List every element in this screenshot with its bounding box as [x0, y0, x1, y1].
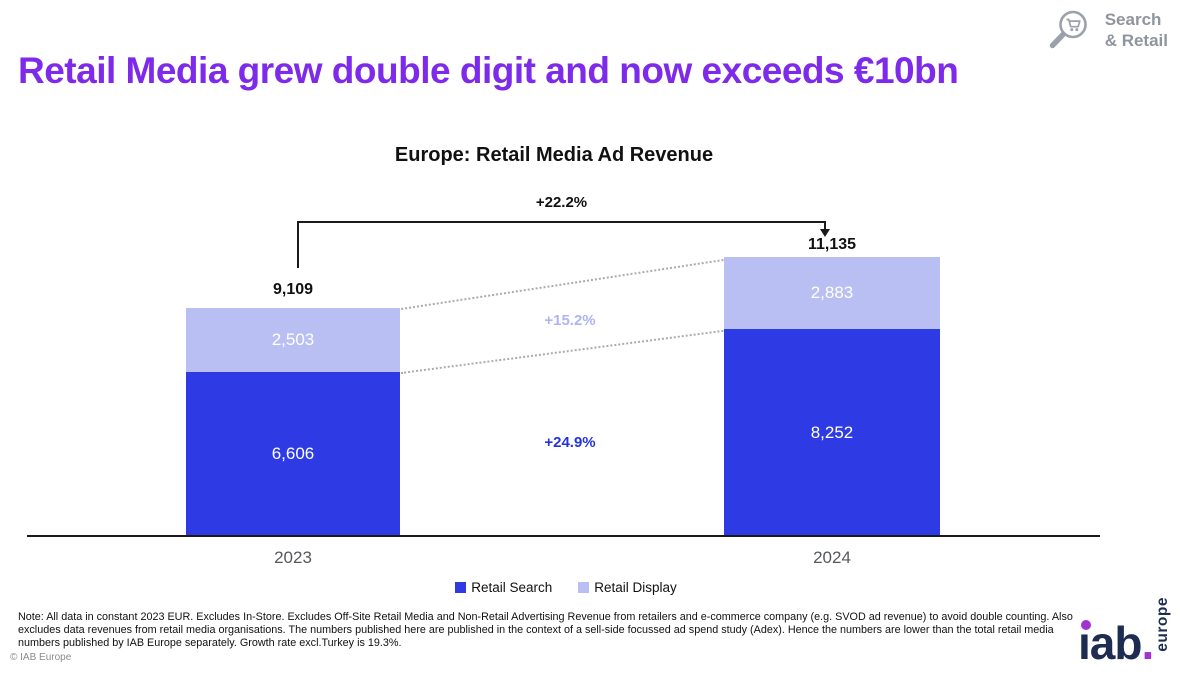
retail-search-swatch: [455, 582, 467, 593]
bracket-horizontal-line: [297, 221, 826, 223]
legend-item-retail-search: Retail Search: [455, 580, 552, 595]
bar-2024-retail-search-segment: 8,252: [724, 329, 940, 536]
legend-label: Retail Search: [471, 580, 553, 595]
bracket-arrowhead-icon: [820, 229, 830, 237]
bar-2024-display-value: 2,883: [810, 283, 854, 302]
bar-2023-search-value: 6,606: [271, 444, 315, 463]
copyright: © IAB Europe: [10, 652, 72, 663]
legend: Retail Search Retail Display: [0, 580, 1132, 595]
badge-label-line1: Search: [1104, 10, 1162, 29]
footnote: Note: All data in constant 2023 EUR. Exc…: [18, 611, 1073, 650]
logo-period: .: [1141, 617, 1154, 669]
display-growth-label: +15.2%: [544, 312, 596, 329]
search-growth-label: +24.9%: [544, 434, 596, 451]
legend-label: Retail Display: [594, 580, 677, 595]
logo-i-dot-icon: [1081, 620, 1091, 630]
bar-2024-retail-display-segment: 2,883: [724, 257, 940, 329]
bar-total-label-2023: 9,109: [272, 281, 314, 298]
x-axis-label-2024: 2024: [813, 548, 851, 567]
connector-line-display: [401, 258, 724, 310]
badge-label: Search & Retail: [1105, 9, 1168, 51]
bar-total-label-2024: 11,135: [807, 236, 857, 253]
bracket-left-leg: [297, 221, 299, 268]
badge-label-line2: & Retail: [1104, 31, 1168, 50]
logo-europe-text: europe: [1153, 597, 1171, 652]
search-retail-badge: Search & Retail: [1045, 8, 1168, 52]
iab-europe-logo: ıab. europe: [1078, 580, 1171, 669]
bar-2023-retail-display-segment: 2,503: [186, 308, 400, 372]
magnifier-cart-icon: [1049, 10, 1087, 49]
legend-item-retail-display: Retail Display: [578, 580, 677, 595]
page-title: Retail Media grew double digit and now e…: [18, 50, 959, 91]
chart-title: Europe: Retail Media Ad Revenue: [394, 144, 714, 166]
bracket-right-leg: [824, 221, 826, 230]
x-axis-label-2023: 2023: [274, 548, 312, 567]
connector-line-search: [401, 329, 724, 374]
bar-2023-retail-search-segment: 6,606: [186, 372, 400, 536]
bar-2023-display-value: 2,503: [271, 330, 315, 349]
retail-display-swatch: [578, 582, 590, 593]
total-growth-label: +22.2%: [535, 194, 588, 211]
bar-2024-search-value: 8,252: [810, 422, 854, 442]
x-axis-line: [27, 535, 1100, 537]
